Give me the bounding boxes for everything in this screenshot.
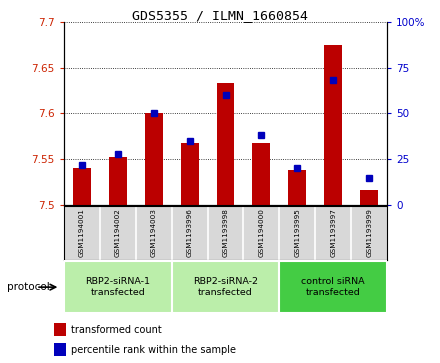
Bar [216,83,235,205]
Text: GSM1193995: GSM1193995 [294,208,301,257]
Text: GSM1194002: GSM1194002 [115,208,121,257]
Bar [55,323,66,336]
Bar [109,156,127,205]
Text: transformed count: transformed count [71,325,162,335]
Bar [64,261,172,313]
Bar [55,343,66,356]
Text: RBP2-siRNA-1
transfected: RBP2-siRNA-1 transfected [85,277,150,297]
Text: GSM1193997: GSM1193997 [330,208,336,257]
Text: protocol: protocol [7,282,49,292]
Text: GSM1193996: GSM1193996 [187,208,193,257]
Text: GSM1194003: GSM1194003 [150,208,157,257]
Bar [180,143,198,205]
Bar [324,45,342,205]
Text: GSM1193998: GSM1193998 [223,208,228,257]
Bar [360,191,378,205]
Bar [172,261,279,313]
Text: GSM1194000: GSM1194000 [258,208,264,257]
Text: RBP2-siRNA-2
transfected: RBP2-siRNA-2 transfected [193,277,258,297]
Bar [253,143,271,205]
Bar [279,261,387,313]
Text: percentile rank within the sample: percentile rank within the sample [71,345,236,355]
Text: GSM1194001: GSM1194001 [79,208,85,257]
Text: control siRNA
transfected: control siRNA transfected [301,277,365,297]
Bar [145,113,163,205]
Text: GDS5355 / ILMN_1660854: GDS5355 / ILMN_1660854 [132,9,308,22]
Bar [73,167,91,205]
Bar [288,170,306,205]
Text: GSM1193999: GSM1193999 [366,208,372,257]
